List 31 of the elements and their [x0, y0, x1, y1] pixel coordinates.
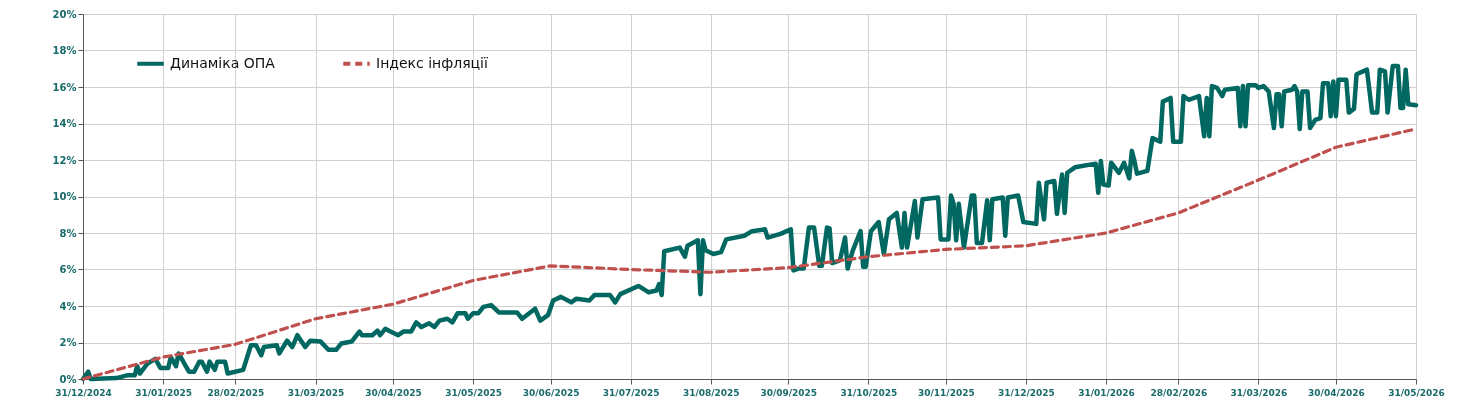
x-tick-label: 30/04/2025 [365, 387, 422, 398]
y-tick-label: 14% [52, 118, 77, 129]
y-tick-label: 4% [59, 300, 77, 312]
x-tick-label: 31/05/2025 [445, 387, 502, 398]
y-tick-label: 18% [52, 45, 77, 56]
x-tick-label: 28/02/2026 [1150, 387, 1208, 398]
y-tick-label: 6% [59, 264, 77, 275]
y-tick-label: 12% [52, 154, 77, 166]
x-tick-label: 30/09/2025 [760, 387, 818, 398]
x-tick-label: 31/03/2025 [287, 387, 345, 398]
x-tick-label: 30/11/2025 [918, 387, 975, 398]
y-tick-label: 8% [59, 227, 77, 239]
legend-label: Індекс інфляції [376, 54, 488, 71]
x-tick-label: 31/08/2025 [682, 387, 740, 398]
x-tick-label: 31/05/2026 [1388, 387, 1445, 398]
x-tick-label: 31/10/2025 [840, 387, 898, 398]
x-tick-label: 28/02/2025 [207, 387, 265, 398]
x-tick-label: 31/12/2025 [998, 387, 1055, 398]
x-tick-label: 31/07/2025 [602, 387, 660, 398]
legend-label: Динаміка ОПА [170, 54, 276, 71]
x-tick-label: 31/01/2025 [135, 387, 192, 398]
x-tick-label: 31/12/2024 [55, 387, 112, 398]
x-tick-label: 30/04/2026 [1308, 387, 1365, 398]
x-tick-label: 31/01/2026 [1078, 387, 1135, 398]
y-tick-label: 20% [52, 8, 77, 20]
y-tick-label: 10% [52, 191, 77, 202]
y-tick-label: 16% [52, 81, 77, 93]
y-tick-label: 0% [59, 373, 77, 385]
x-tick-label: 31/03/2026 [1230, 387, 1288, 398]
y-tick-label: 2% [59, 337, 77, 348]
x-tick-label: 30/06/2025 [522, 387, 580, 398]
